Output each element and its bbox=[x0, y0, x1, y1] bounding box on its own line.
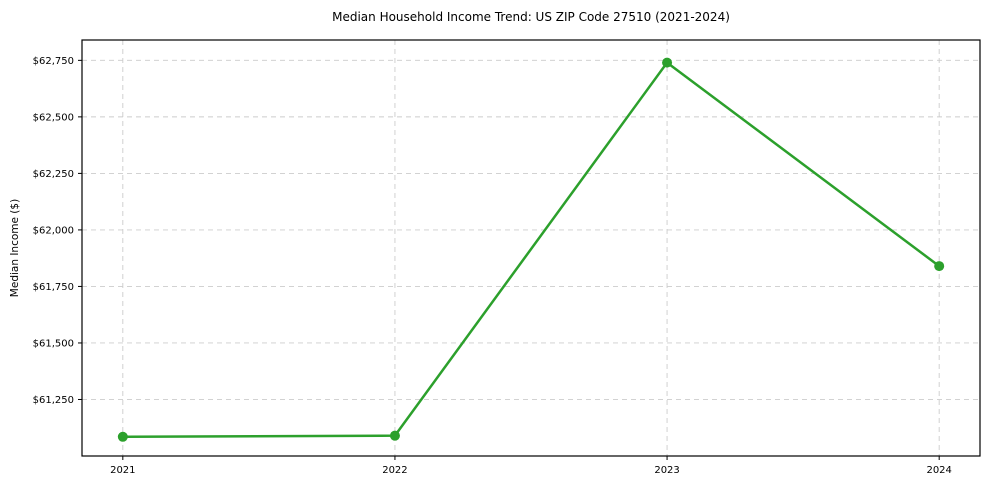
x-tick-label: 2021 bbox=[110, 465, 135, 476]
y-tick-label: $61,250 bbox=[33, 395, 74, 406]
y-tick-label: $61,500 bbox=[33, 338, 74, 349]
y-tick-label: $62,750 bbox=[33, 56, 74, 67]
x-tick-label: 2022 bbox=[382, 465, 407, 476]
data-point-2024 bbox=[934, 261, 945, 272]
x-tick-label: 2024 bbox=[926, 465, 951, 476]
axes-border bbox=[81, 39, 981, 457]
trend-line bbox=[121, 61, 941, 439]
chart-title: Median Household Income Trend: US ZIP Co… bbox=[332, 10, 730, 24]
x-tick-label: 2023 bbox=[654, 465, 679, 476]
y-tick-label: $62,250 bbox=[33, 169, 74, 180]
data-point-2022 bbox=[389, 430, 400, 441]
y-tick-label: $62,500 bbox=[33, 112, 74, 123]
data-point-2021 bbox=[117, 431, 128, 442]
y-tick-label: $61,750 bbox=[33, 282, 74, 293]
data-point-2023 bbox=[662, 57, 673, 68]
y-tick-label: $62,000 bbox=[33, 225, 74, 236]
